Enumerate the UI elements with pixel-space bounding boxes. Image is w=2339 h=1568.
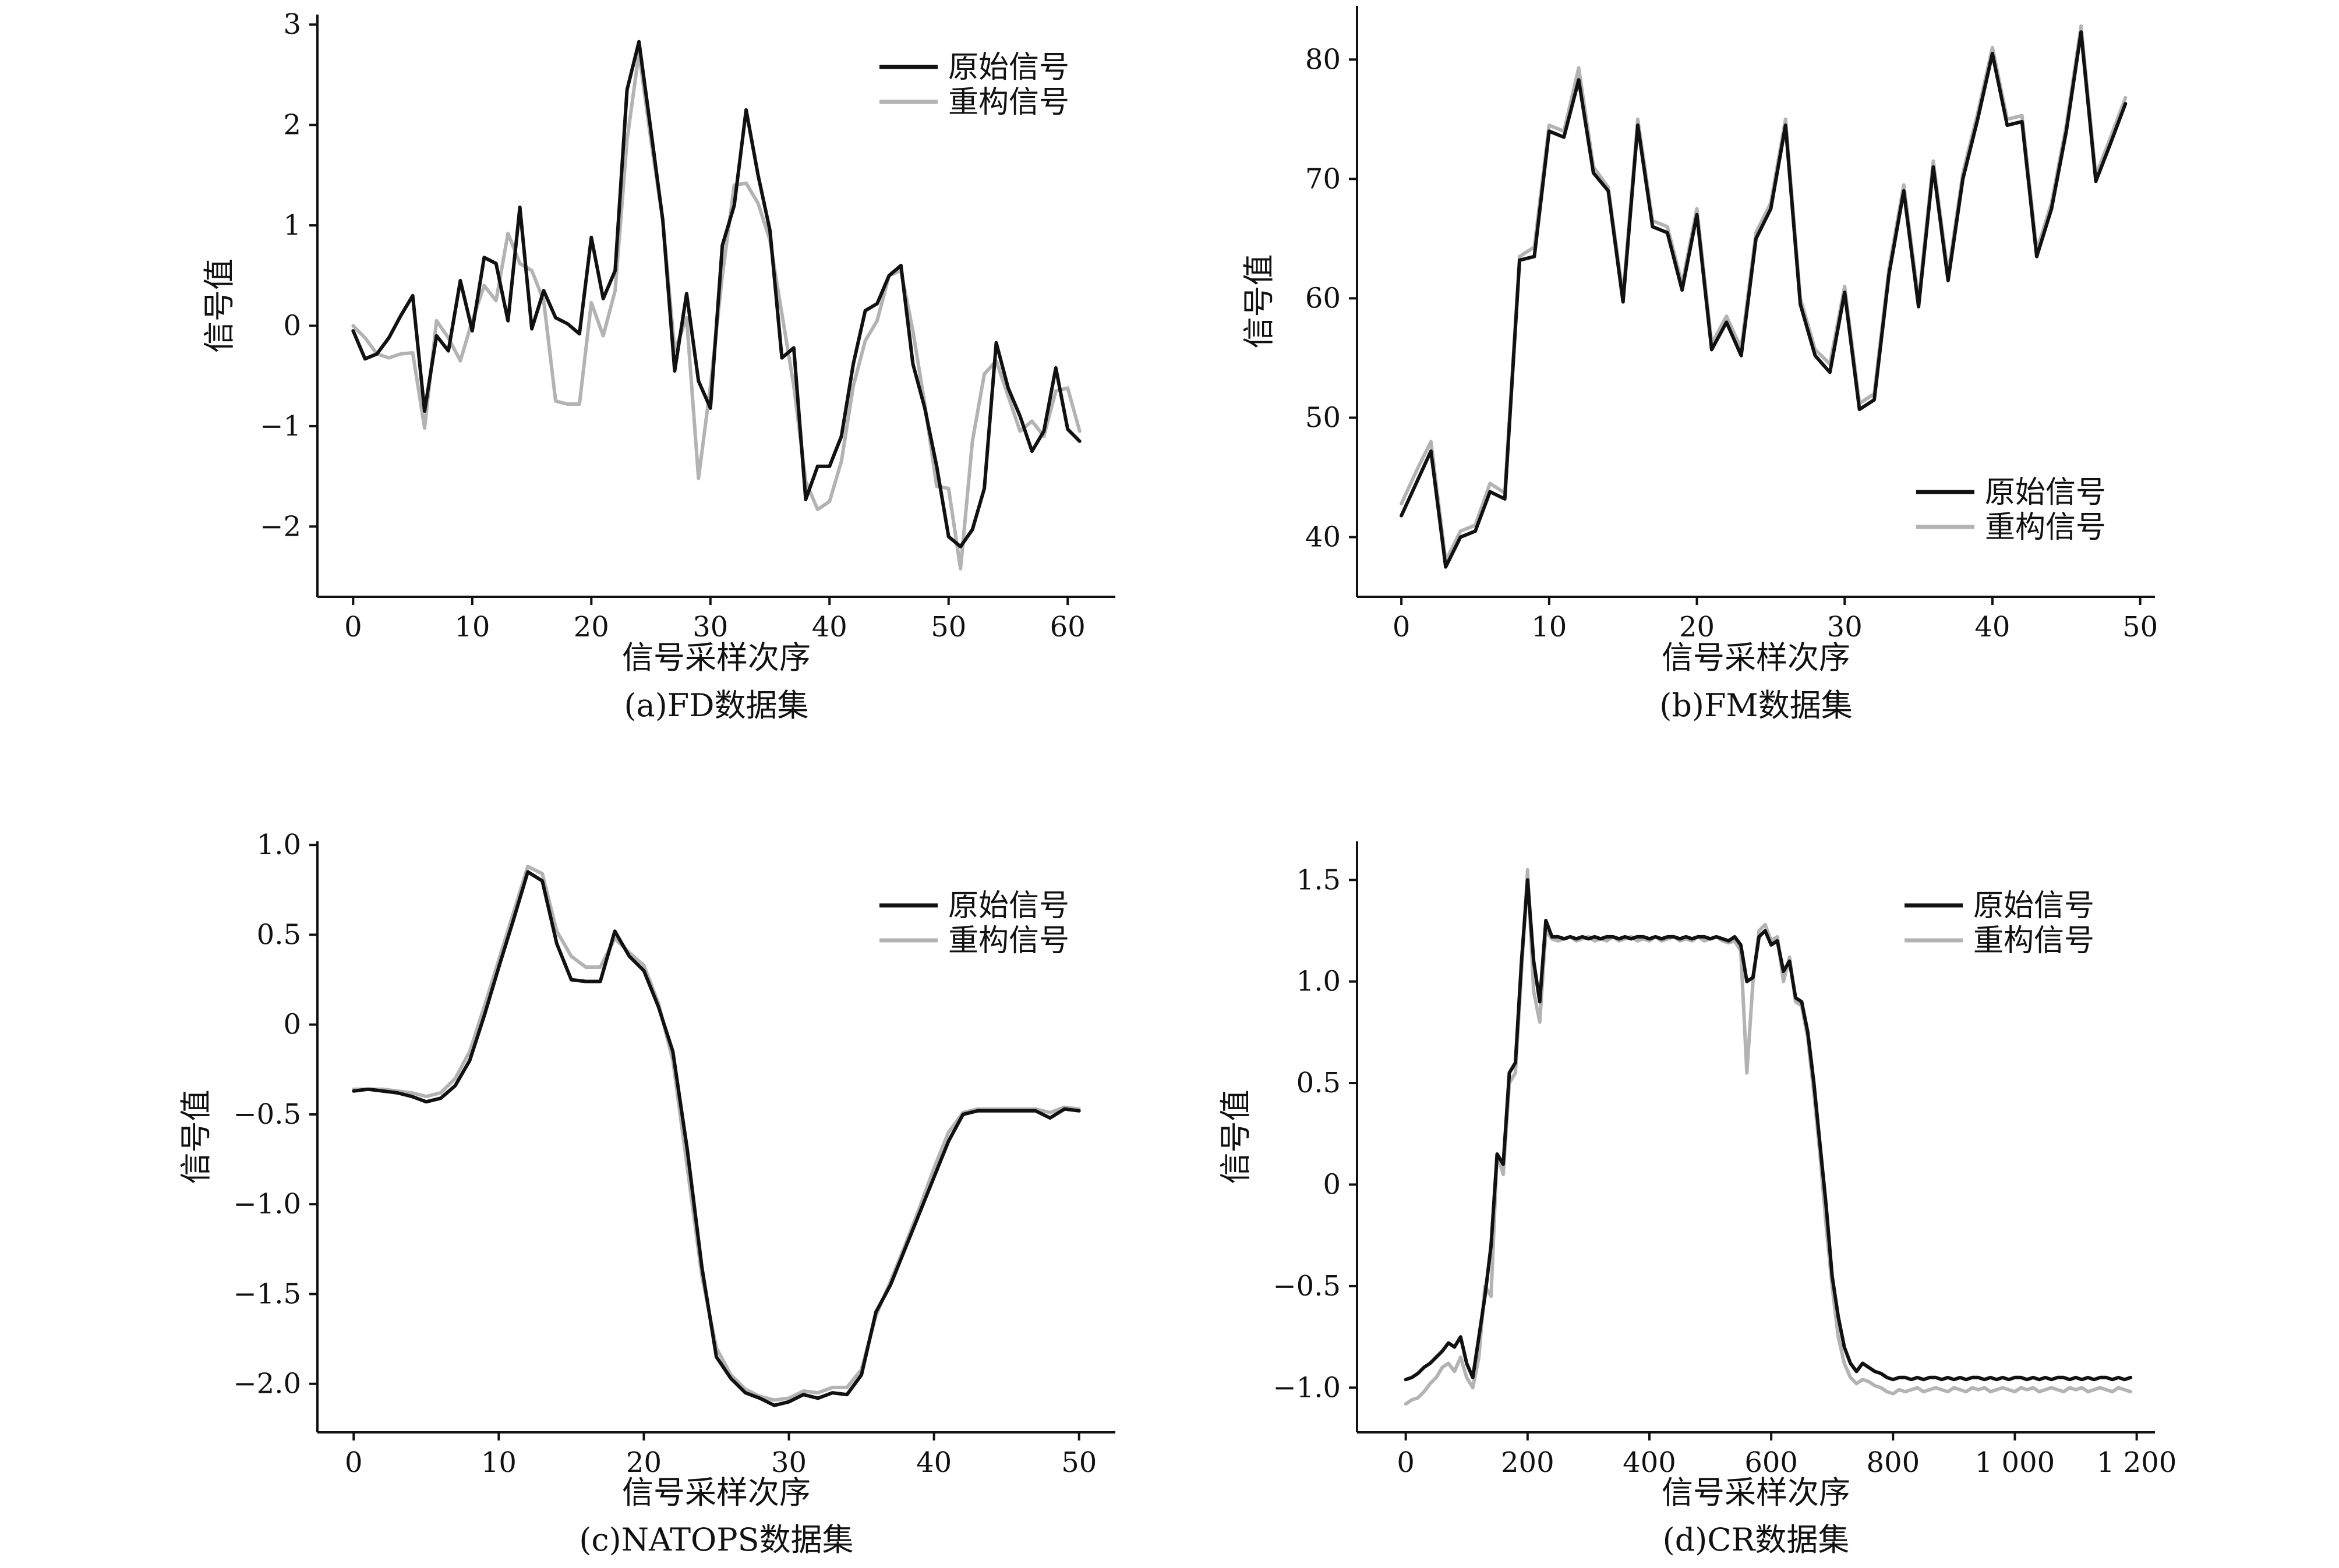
y-tick-label: −1.5 [233, 1277, 301, 1310]
y-tick-label: −1.0 [233, 1188, 301, 1220]
x-axis-label: 信号采样次序 [1662, 1474, 1850, 1511]
x-tick-label: 40 [812, 611, 847, 643]
x-tick-label: 50 [931, 611, 966, 643]
legend-label-original: 原始信号 [1973, 889, 2094, 923]
y-tick-label: 1 [283, 209, 301, 242]
y-tick-label: 2 [283, 109, 301, 141]
x-tick-label: 50 [1061, 1446, 1097, 1479]
x-tick-label: 20 [574, 611, 609, 643]
x-tick-label: 20 [1679, 611, 1715, 643]
y-tick-label: 3 [283, 8, 301, 41]
chart-panel-b: 0 10 20 30 40 50 40 50 60 70 80 信号采样次序 信号值 (b)FM数据集 原始… [1241, 6, 2158, 724]
x-tick-label: 1 200 [2097, 1446, 2177, 1479]
x-axis-label: 信号采样次序 [622, 639, 811, 676]
legend-label-original: 原始信号 [1985, 475, 2106, 510]
x-tick-label: 60 [1050, 611, 1086, 643]
y-tick-label: −1.0 [1273, 1371, 1341, 1404]
x-tick-label: 200 [1501, 1446, 1554, 1479]
x-tick-label: 10 [454, 611, 490, 643]
chart-panel-c: 0 10 20 30 40 50 −2.0 −1.5 −1.0 −0.5 0 0.5 1.0 信号采样次序… [178, 829, 1115, 1558]
panel-caption: (c)NATOPS数据集 [579, 1521, 853, 1558]
y-tick-label: 0.5 [257, 918, 301, 951]
x-axis-label: 信号采样次序 [1662, 639, 1850, 676]
y-tick-label: 0 [1323, 1168, 1341, 1201]
x-tick-label: 40 [916, 1446, 952, 1479]
legend-label-original: 原始信号 [948, 889, 1069, 923]
y-tick-label: −0.5 [1273, 1270, 1341, 1302]
y-tick-label: 0 [283, 309, 301, 342]
series-line-original [1400, 30, 2128, 569]
y-tick-label: −2.0 [233, 1368, 301, 1400]
panel-caption: (a)FD数据集 [624, 687, 808, 724]
legend-label-reconstructed: 重构信号 [1973, 923, 2094, 958]
x-tick-label: 600 [1744, 1446, 1798, 1479]
x-tick-label: 50 [2122, 611, 2158, 643]
y-tick-label: 80 [1305, 43, 1341, 76]
panel-caption: (d)CR数据集 [1663, 1521, 1850, 1558]
y-tick-label: 1.0 [257, 829, 301, 861]
x-tick-label: 40 [1974, 611, 2010, 643]
y-axis-label: 信号值 [1217, 1090, 1254, 1184]
y-tick-label: −1 [260, 410, 301, 443]
chart-panel-a: 0 10 20 30 40 50 60 −2 −1 0 1 2 3 信号采样次序 信号值 (a)FD数据集 原始… [201, 8, 1115, 724]
x-tick-label: 30 [1827, 611, 1863, 643]
chart-panel-d: 0 200 400 600 800 1 000 1 200 −1.0 −0.5 0 0.5 1.0 1.… [1217, 841, 2177, 1558]
x-tick-label: 0 [345, 1446, 363, 1479]
x-tick-label: 0 [1397, 1446, 1415, 1479]
legend-label-original: 原始信号 [948, 50, 1069, 85]
panel-caption: (b)FM数据集 [1659, 687, 1852, 724]
y-tick-label: 40 [1305, 521, 1341, 553]
series-line-original [1404, 878, 2133, 1382]
y-tick-label: 50 [1305, 401, 1341, 434]
y-axis-label: 信号值 [178, 1090, 214, 1184]
x-tick-label: 20 [626, 1446, 662, 1479]
x-tick-label: 1 000 [1975, 1446, 2055, 1479]
x-tick-label: 30 [692, 611, 728, 643]
y-tick-label: 60 [1305, 282, 1341, 314]
y-axis-label: 信号值 [201, 259, 238, 353]
y-tick-label: 1.5 [1296, 863, 1341, 896]
legend-label-reconstructed: 重构信号 [948, 85, 1069, 120]
y-tick-label: −2 [260, 510, 301, 543]
series-line-original [352, 870, 1081, 1407]
x-tick-label: 10 [1531, 611, 1567, 643]
y-axis-label: 信号值 [1241, 254, 1277, 349]
x-tick-label: 0 [344, 611, 362, 643]
y-tick-label: 0.5 [1296, 1067, 1341, 1099]
legend-label-reconstructed: 重构信号 [948, 923, 1069, 958]
series-line-original [351, 40, 1082, 548]
y-tick-label: −0.5 [233, 1098, 301, 1131]
x-axis-label: 信号采样次序 [622, 1474, 811, 1511]
y-tick-label: 0 [283, 1008, 301, 1041]
y-tick-label: 1.0 [1296, 965, 1341, 998]
x-tick-label: 30 [771, 1446, 807, 1479]
x-tick-label: 0 [1393, 611, 1411, 643]
y-tick-label: 70 [1305, 162, 1341, 195]
x-tick-label: 10 [481, 1446, 517, 1479]
x-tick-label: 800 [1866, 1446, 1920, 1479]
x-tick-label: 400 [1623, 1446, 1676, 1479]
legend-label-reconstructed: 重构信号 [1985, 510, 2106, 545]
